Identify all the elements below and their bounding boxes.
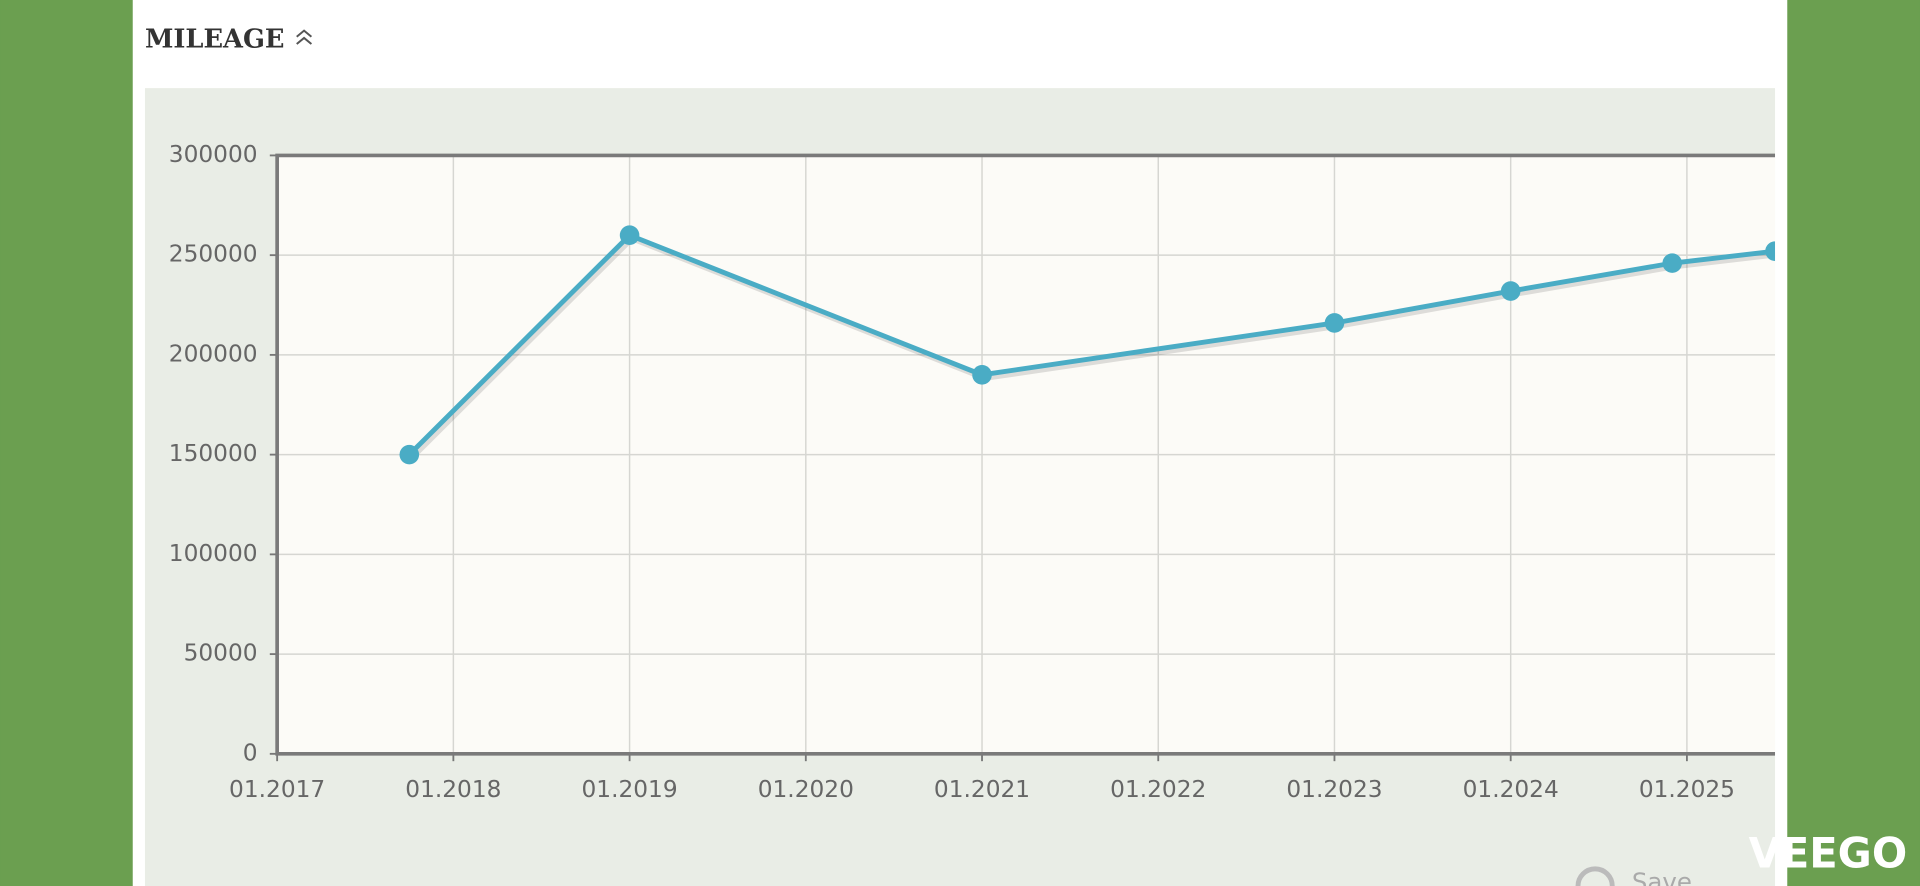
save-icon[interactable] [1575, 866, 1615, 886]
y-tick-label: 250000 [169, 241, 258, 268]
x-tick-label: 01.2025 [1639, 776, 1735, 803]
collapse-icon[interactable] [296, 29, 313, 45]
y-tick-label: 150000 [169, 440, 258, 467]
x-tick-label: 01.2022 [1110, 776, 1206, 803]
data-point [619, 225, 640, 245]
x-tick-label: 01.2023 [1286, 776, 1382, 803]
y-tick-label: 100000 [169, 540, 258, 567]
y-tick-label: 200000 [169, 340, 258, 367]
x-tick-label: 01.2017 [229, 776, 325, 803]
x-tick-label: 01.2021 [934, 776, 1030, 803]
y-tick-label: 300000 [169, 141, 258, 168]
axis-frame [275, 153, 1776, 756]
x-tick-label: 01.2019 [582, 776, 678, 803]
data-point [1662, 253, 1683, 273]
data-point [1765, 241, 1776, 261]
y-tick-label: 0 [243, 739, 258, 766]
x-tick-label: 01.2024 [1463, 776, 1559, 803]
data-point [972, 365, 992, 385]
data-point [1324, 313, 1345, 333]
section-title: MILEAGE [145, 24, 285, 54]
data-point [1500, 281, 1521, 301]
x-tick-label: 01.2020 [758, 776, 854, 803]
x-tick-label: 01.2018 [405, 776, 501, 803]
y-tick-label: 50000 [184, 640, 258, 667]
save-button[interactable]: Save [1632, 868, 1692, 886]
data-point [399, 444, 420, 465]
watermark: VEEGO [1749, 829, 1908, 878]
